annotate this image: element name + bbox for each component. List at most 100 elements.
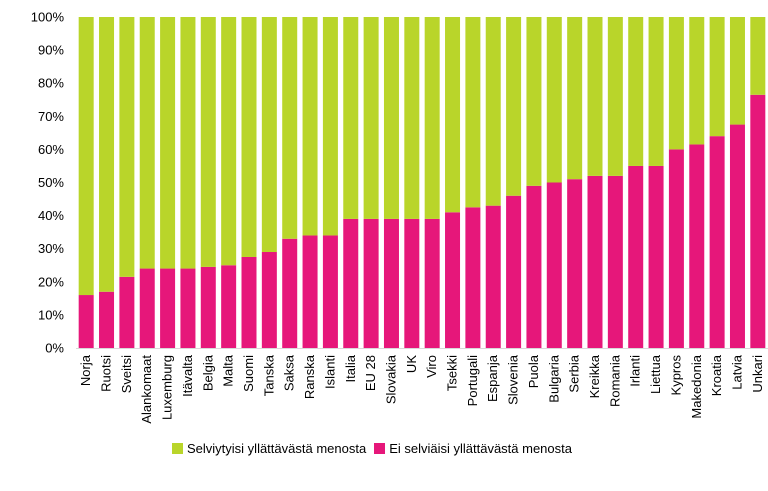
x-tick-label: Bulgaria: [546, 354, 561, 402]
x-tick-label: Suomi: [241, 355, 256, 392]
y-tick-label: 70%: [38, 109, 64, 124]
bar-segment-ei-selviaisi: [506, 195, 522, 348]
bar-segment-ei-selviaisi: [424, 218, 440, 348]
x-tick-label: Slovakia: [383, 354, 398, 404]
bar-segment-selviytyisi: [383, 17, 399, 219]
bar-segment-ei-selviaisi: [363, 218, 379, 348]
bar-segment-selviytyisi: [200, 17, 216, 267]
bar-segment-ei-selviaisi: [99, 291, 115, 348]
bar-segment-selviytyisi: [668, 17, 684, 150]
bars-group: [78, 17, 766, 348]
x-tick-label: Belgia: [200, 354, 215, 391]
bar-segment-selviytyisi: [404, 17, 420, 219]
x-tick-label: Tsekki: [445, 355, 460, 391]
bar-segment-ei-selviaisi: [119, 276, 135, 348]
y-tick-label: 10%: [38, 307, 64, 322]
x-tick-label: Unkari: [750, 355, 765, 393]
legend-label-selviytyisi: Selviytyisi yllättävästä menosta: [187, 441, 367, 456]
bar-segment-ei-selviaisi: [526, 185, 542, 348]
bar-segment-selviytyisi: [78, 17, 94, 296]
bar-segment-selviytyisi: [99, 17, 115, 292]
bar-segment-ei-selviaisi: [628, 165, 644, 348]
x-tick-label: Slovenia: [506, 354, 521, 405]
bar-segment-selviytyisi: [750, 17, 766, 95]
x-tick-label: Alankomaat: [139, 355, 154, 424]
bar-segment-ei-selviaisi: [709, 136, 725, 348]
bar-segment-ei-selviaisi: [200, 266, 216, 348]
x-tick-label: Saksa: [282, 354, 297, 391]
bar-segment-ei-selviaisi: [241, 256, 257, 348]
x-tick-label: Irlanti: [628, 355, 643, 387]
legend-swatch-green: [172, 443, 183, 454]
legend-label-ei-selviaisi: Ei selviäisi yllättävästä menosta: [389, 441, 572, 456]
bar-segment-selviytyisi: [424, 17, 440, 219]
bar-segment-ei-selviaisi: [261, 252, 277, 348]
bar-segment-ei-selviaisi: [607, 175, 623, 348]
x-tick-label: Ranska: [302, 354, 317, 399]
bar-segment-selviytyisi: [648, 17, 664, 166]
bar-segment-selviytyisi: [302, 17, 318, 236]
x-tick-label: Kypros: [668, 355, 683, 396]
legend-swatch-magenta: [374, 443, 386, 454]
legend-item-selviytyisi: Selviytyisi yllättävästä menosta: [172, 441, 366, 456]
bar-segment-selviytyisi: [709, 17, 725, 137]
bar-segment-ei-selviaisi: [587, 175, 603, 348]
x-tick-label: UK: [404, 355, 419, 373]
y-tick-label: 0%: [45, 341, 64, 356]
x-tick-label: Espanja: [485, 354, 500, 402]
bar-segment-ei-selviaisi: [689, 144, 705, 348]
bar-segment-ei-selviaisi: [139, 268, 155, 348]
x-tick-label: Viro: [424, 355, 439, 378]
x-tick-label: Makedonia: [689, 354, 704, 418]
x-tick-label: Portugali: [465, 355, 480, 406]
x-tick-label: Tanska: [261, 354, 276, 396]
bar-segment-ei-selviaisi: [567, 179, 583, 348]
bar-segment-selviytyisi: [180, 17, 196, 269]
legend: Selviytyisi yllättävästä menosta Ei selv…: [172, 441, 580, 456]
bar-segment-ei-selviaisi: [546, 182, 562, 348]
bar-segment-selviytyisi: [445, 17, 461, 213]
bar-segment-selviytyisi: [322, 17, 338, 236]
y-tick-label: 80%: [38, 76, 64, 91]
x-tick-label: Italia: [343, 354, 358, 382]
bar-segment-selviytyisi: [628, 17, 644, 166]
x-tick-label: Luxemburg: [160, 355, 175, 420]
y-tick-label: 60%: [38, 142, 64, 157]
bar-segment-ei-selviaisi: [282, 238, 298, 348]
bar-segment-ei-selviaisi: [668, 149, 684, 348]
x-tick-label: EU 28: [363, 355, 378, 391]
bar-segment-ei-selviaisi: [750, 94, 766, 348]
x-tick-label: Norja: [78, 354, 93, 386]
x-tick-label: Serbia: [567, 354, 582, 392]
bar-segment-selviytyisi: [160, 17, 176, 269]
bar-segment-selviytyisi: [485, 17, 501, 206]
bar-segment-selviytyisi: [139, 17, 155, 269]
y-tick-label: 100%: [31, 10, 65, 25]
x-tick-label: Itävalta: [180, 354, 195, 397]
bar-segment-ei-selviaisi: [465, 207, 481, 348]
bar-segment-selviytyisi: [567, 17, 583, 180]
bar-segment-selviytyisi: [119, 17, 135, 277]
bar-segment-ei-selviaisi: [302, 235, 318, 348]
y-tick-label: 90%: [38, 43, 64, 58]
y-axis-ticks: 0% 10% 20% 30% 40% 50% 60% 70% 80% 90% 100%: [31, 10, 65, 356]
bar-segment-selviytyisi: [546, 17, 562, 183]
x-tick-label: Liettua: [648, 354, 663, 394]
bar-segment-selviytyisi: [526, 17, 542, 186]
bar-segment-selviytyisi: [729, 17, 745, 125]
bar-segment-ei-selviaisi: [445, 212, 461, 348]
bar-segment-ei-selviaisi: [729, 124, 745, 348]
bar-segment-selviytyisi: [607, 17, 623, 176]
x-tick-label: Sveitsi: [119, 355, 134, 393]
bar-segment-ei-selviaisi: [160, 268, 176, 348]
bar-segment-ei-selviaisi: [221, 265, 237, 348]
bar-segment-ei-selviaisi: [485, 205, 501, 348]
bar-segment-ei-selviaisi: [180, 268, 196, 348]
bar-segment-ei-selviaisi: [343, 218, 359, 348]
x-tick-label: Malta: [221, 354, 236, 387]
x-tick-label: Latvia: [729, 354, 744, 389]
x-axis-ticks: Norja Ruotsi Sveitsi Alankomaat Luxemburg Itä…: [78, 354, 765, 423]
x-tick-label: Islanti: [322, 355, 337, 389]
bar-segment-selviytyisi: [587, 17, 603, 176]
